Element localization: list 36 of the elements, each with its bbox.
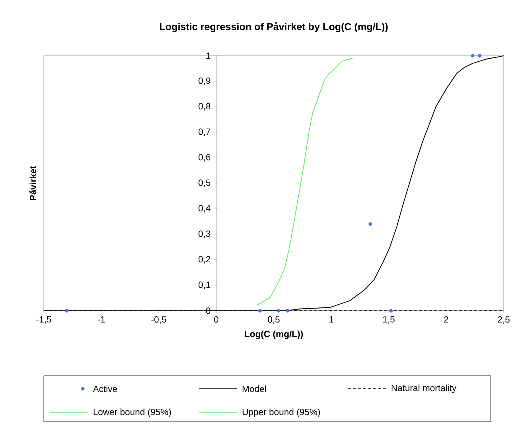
x-tick-label: 0,5: [268, 316, 280, 324]
point: [368, 222, 372, 226]
x-tick-label: 1,5: [383, 316, 395, 324]
x-tick-label: 2,5: [498, 316, 510, 324]
y-tick-label: 0,9: [198, 78, 211, 86]
y-tick-label: 0,6: [198, 154, 211, 162]
x-tick-label: 0: [214, 316, 219, 323]
y-tick-label: 0,4: [198, 205, 211, 213]
line-series: [256, 58, 354, 306]
legend-label: Upper bound (95%): [242, 408, 320, 418]
point: [258, 309, 262, 313]
x-tick-label: 1: [330, 316, 334, 323]
chart-title: Logistic regression of Påvirket by Log(C (mg/L)): [160, 22, 388, 32]
point: [65, 309, 69, 313]
point: [276, 309, 280, 313]
x-tick-label: -1: [98, 316, 106, 323]
point: [389, 309, 394, 313]
x-tick-label: -1,5: [36, 316, 52, 324]
x-axis-title: Log(C (mg/L)): [245, 330, 304, 340]
x-tick-label: -0,5: [152, 316, 166, 324]
x-tick-label: 2: [444, 316, 449, 323]
y-tick-label: 0,1: [198, 282, 211, 290]
point: [478, 54, 482, 58]
y-tick-label: 0,3: [198, 230, 211, 238]
y-axis-title: Påvirket: [28, 166, 36, 200]
legend-label: Natural mortality: [392, 384, 457, 394]
y-tick-label: 0,5: [198, 180, 211, 188]
y-tick-label: 1: [206, 52, 211, 60]
y-tick-label: 0,8: [198, 103, 211, 111]
legend-label: Active: [93, 386, 118, 392]
legend-label: Lower bound (95%): [94, 408, 172, 418]
point: [471, 54, 475, 58]
y-tick-label: 0,7: [198, 128, 211, 136]
y-tick-label: 0,2: [198, 256, 211, 264]
point: [286, 309, 290, 313]
legend-label: Model: [242, 386, 266, 392]
